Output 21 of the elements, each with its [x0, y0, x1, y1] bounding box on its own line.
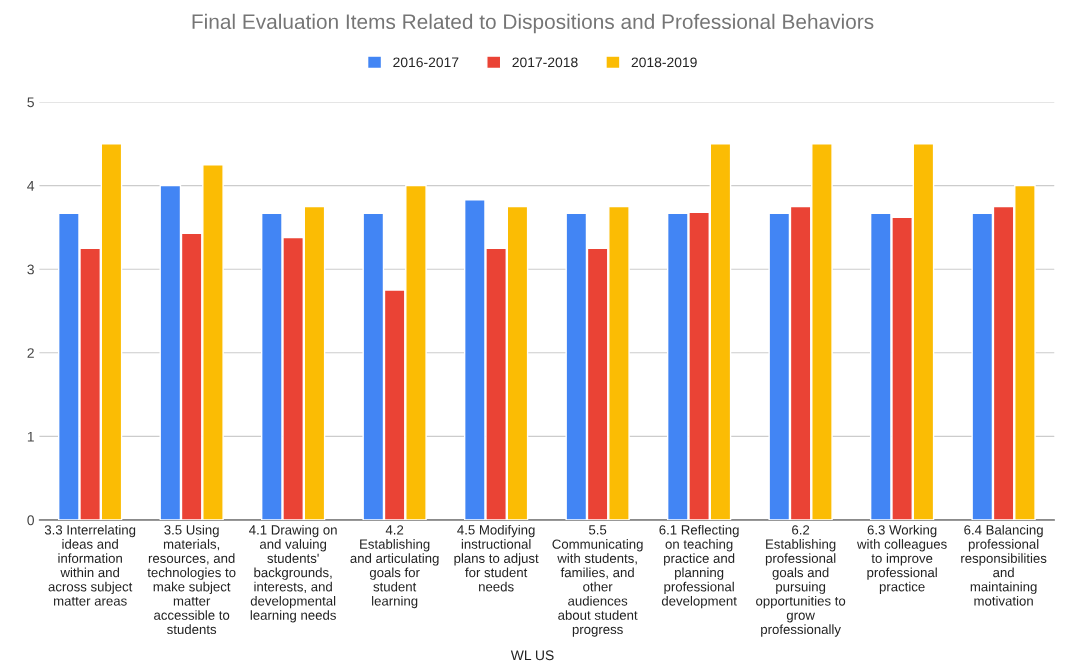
x-tick-label: 3.3 Interrelating ideas and information within and across subject matter areas — [44, 524, 136, 606]
y-tick-label: 5 — [27, 97, 34, 108]
y-tick-label: 0 — [27, 515, 34, 526]
y-tick-label: 2 — [27, 348, 34, 358]
x-axis-title: WL US — [510, 650, 554, 661]
legend-label: 2017-2018 — [512, 57, 578, 68]
x-tick-label: 3.5 Using materials, resources, and technologies to make subject matter accessible to students — [147, 524, 236, 635]
y-tick-label: 1 — [27, 431, 34, 442]
x-tick-label: 6.4 Balancing professional responsibilities and maintaining motivation — [961, 524, 1047, 606]
legend-label: 2016-2017 — [393, 57, 459, 68]
legend-label: 2018-2019 — [631, 57, 697, 68]
x-tick-label: 6.1 Reflecting on teaching practice and planning professional development — [659, 524, 739, 609]
y-tick-label: 3 — [27, 264, 34, 275]
y-tick-label: 4 — [27, 181, 35, 191]
x-tick-label: 4.1 Drawing on and valuing students' backgrounds, interests, and developmental learning needs — [249, 524, 337, 623]
x-tick-label: 5.5 Communicating with students, families, and other audiences about student progress — [552, 525, 643, 637]
x-tick-label: 6.3 Working with colleagues to improve professional practice — [856, 524, 947, 595]
chart-title: Final Evaluation Items Related to Dispositions and Professional Behaviors — [192, 13, 874, 34]
x-tick-label: 4.2 Establishing and articulating goals for student learning — [350, 525, 439, 609]
x-tick-label: 6.2 Establishing professional goals and pursuing opportunities to grow professionally — [756, 525, 846, 637]
x-tick-label: 4.5 Modifying instructional plans to adjust for student needs — [454, 524, 539, 592]
